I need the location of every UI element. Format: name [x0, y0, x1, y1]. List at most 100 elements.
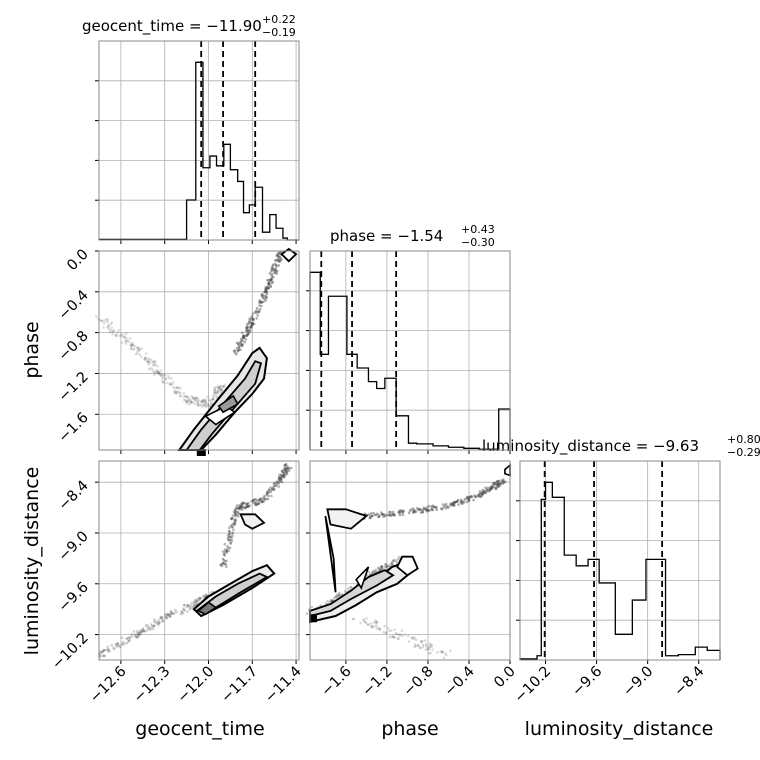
sample-point: [392, 513, 396, 517]
sample-point: [164, 612, 168, 616]
sample-point: [139, 631, 142, 634]
sample-point: [135, 346, 139, 349]
sample-point: [384, 631, 388, 635]
sample-point: [238, 505, 242, 509]
sample-point: [227, 535, 230, 539]
sample-point: [423, 639, 427, 642]
sample-point: [116, 642, 120, 645]
sample-point: [265, 491, 269, 494]
sample-point: [112, 646, 115, 649]
sample-point: [367, 623, 370, 626]
sample-point: [198, 597, 201, 601]
panel-frame: [98, 40, 300, 241]
sample-point: [414, 510, 418, 513]
sample-point: [376, 512, 379, 516]
sample-point: [238, 346, 241, 349]
sample-point: [270, 277, 273, 281]
sample-point: [257, 499, 260, 502]
sample-point: [419, 508, 422, 512]
sample-point: [116, 331, 120, 334]
sample-point: [284, 470, 288, 473]
sample-point: [233, 520, 236, 524]
sample-point: [235, 504, 239, 507]
sample-point: [442, 506, 446, 509]
sample-point: [275, 272, 278, 275]
sample-point: [234, 351, 237, 355]
sample-point: [255, 503, 259, 506]
sample-point: [158, 372, 162, 375]
sample-point: [225, 548, 229, 552]
sample-point: [260, 300, 264, 304]
sample-point: [232, 350, 236, 353]
sample-point: [234, 510, 238, 514]
sample-point: [488, 489, 491, 493]
sample-point: [416, 508, 420, 512]
sample-point: [259, 498, 263, 502]
sample-point: [240, 344, 244, 348]
sample-point: [155, 370, 158, 374]
sample-point: [334, 595, 338, 598]
sample-point: [499, 482, 502, 485]
sample-point: [221, 385, 224, 389]
sample-point: [267, 286, 270, 290]
sample-point: [463, 497, 467, 501]
sample-point: [245, 502, 249, 506]
sample-point: [111, 330, 114, 333]
sample-point: [486, 486, 490, 490]
sample-point: [193, 600, 196, 604]
title-geocent-time-minus: −0.19: [262, 26, 296, 39]
sample-point: [231, 514, 235, 517]
sample-point: [156, 364, 159, 368]
sample-point: [370, 571, 374, 574]
sample-point: [267, 489, 271, 492]
sample-point: [190, 400, 194, 404]
sample-point: [272, 482, 276, 485]
sample-point: [393, 514, 397, 517]
sample-point: [107, 325, 110, 328]
sample-point: [369, 622, 373, 625]
sample-point: [186, 603, 189, 607]
sample-point: [389, 510, 392, 514]
sample-point: [490, 486, 494, 489]
sample-point: [240, 508, 244, 512]
sample-point: [128, 636, 132, 639]
sample-point: [151, 367, 154, 371]
sample-point: [214, 394, 218, 397]
sample-point: [496, 483, 500, 486]
sample-point: [182, 607, 185, 610]
sample-point: [497, 479, 501, 483]
sample-point: [335, 593, 339, 597]
sample-point: [288, 467, 291, 470]
sample-point: [257, 310, 260, 313]
sample-point: [427, 646, 430, 649]
sample-point: [237, 506, 241, 510]
x-tick-label: −1.2: [360, 664, 396, 700]
panel-frame: [309, 250, 511, 451]
sample-point: [401, 513, 405, 517]
sample-point: [136, 347, 139, 350]
sample-point: [185, 400, 189, 404]
sample-point: [272, 267, 275, 271]
sample-point: [390, 561, 394, 565]
sample-point: [278, 476, 282, 479]
sample-point: [251, 312, 255, 315]
sample-point: [282, 473, 286, 476]
sample-point: [260, 500, 264, 504]
sample-point: [156, 371, 160, 375]
sample-point: [472, 498, 475, 502]
sample-point: [384, 631, 388, 634]
sample-point: [455, 500, 459, 503]
sample-point: [101, 650, 104, 654]
sample-point: [156, 369, 159, 372]
sample-point: [482, 490, 485, 493]
sample-point: [134, 353, 138, 356]
sample-point: [255, 317, 258, 320]
sample-point: [276, 254, 280, 258]
sample-point: [100, 319, 104, 323]
sample-point: [234, 514, 238, 517]
sample-point: [455, 500, 459, 503]
sample-point: [157, 623, 160, 627]
contour-line: [177, 346, 268, 451]
sample-point: [231, 534, 234, 538]
sample-point: [108, 330, 112, 334]
